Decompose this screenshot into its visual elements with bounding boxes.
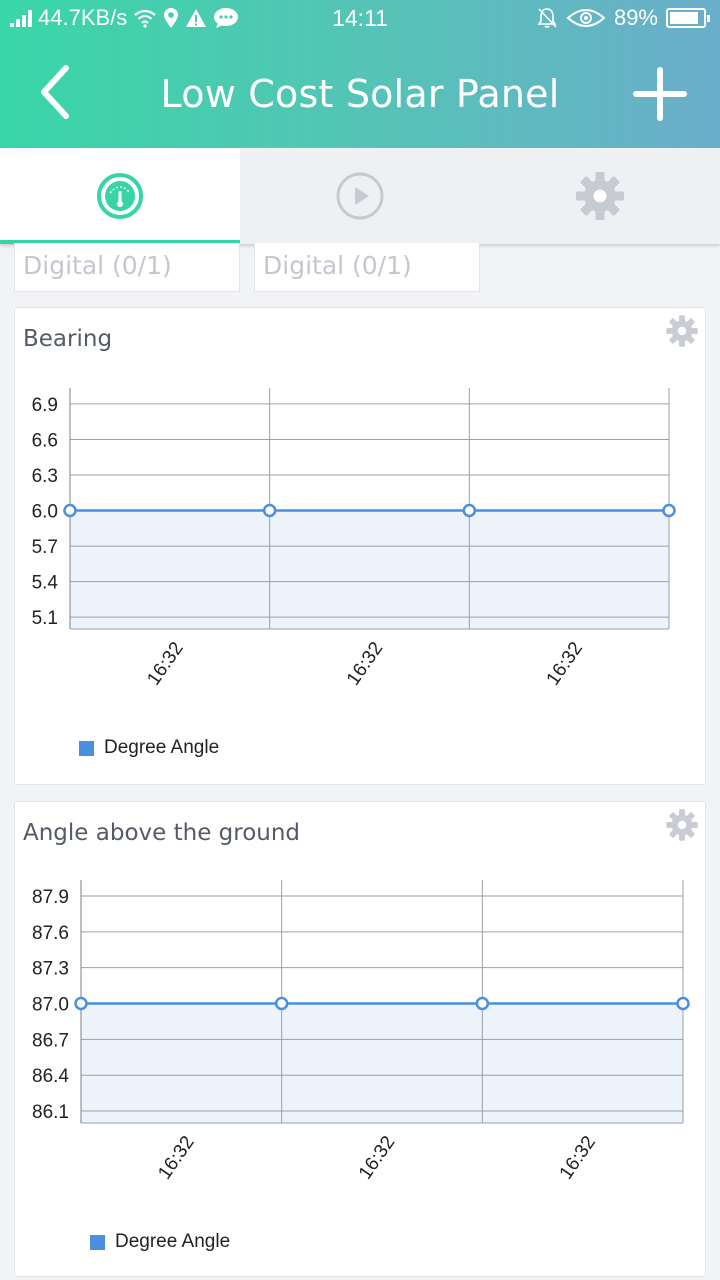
- status-bar: 44.7KB/s 14:11: [0, 0, 720, 36]
- eye-icon: [566, 9, 606, 27]
- card-title: Angle above the ground: [23, 820, 301, 846]
- location-icon: [164, 8, 179, 28]
- x-tick-label: 16:32: [343, 638, 387, 689]
- back-arrow-icon[interactable]: [26, 56, 86, 128]
- legend-swatch: [90, 1234, 105, 1250]
- legend-swatch: [79, 740, 94, 756]
- x-tick-label: 16:32: [556, 1132, 600, 1183]
- legend: Degree Angle: [79, 737, 219, 759]
- data-point[interactable]: [475, 996, 490, 1011]
- y-tick-label: 6.3: [32, 466, 58, 487]
- data-point[interactable]: [63, 503, 77, 518]
- legend-label: Degree Angle: [115, 1231, 231, 1252]
- app-bar: Low Cost Solar Panel: [0, 36, 720, 148]
- x-tick-label: 16:32: [143, 638, 187, 689]
- data-point[interactable]: [262, 503, 277, 518]
- gear-icon: [576, 172, 624, 220]
- network-speed: 44.7KB/s: [38, 5, 128, 30]
- cell-signal-icon: [10, 9, 32, 27]
- data-point[interactable]: [462, 503, 477, 518]
- header: 44.7KB/s 14:11: [0, 0, 720, 148]
- tab-settings[interactable]: [480, 148, 720, 244]
- page-title: Low Cost Solar Panel: [160, 72, 560, 116]
- y-tick-label: 87.9: [32, 887, 69, 908]
- y-tick-label: 86.7: [32, 1030, 69, 1051]
- y-tick-label: 5.4: [32, 573, 59, 594]
- play-icon: [336, 172, 384, 220]
- data-point[interactable]: [662, 503, 676, 518]
- tab-dashboard[interactable]: [0, 148, 240, 244]
- gear-icon[interactable]: [665, 314, 699, 348]
- legend-label: Degree Angle: [104, 737, 220, 758]
- wifi-icon: [134, 9, 156, 28]
- y-tick-label: 87.0: [32, 995, 69, 1016]
- series-area: [70, 510, 669, 629]
- y-tick-label: 5.7: [32, 537, 58, 558]
- bearing-chart: 6.9 6.6 6.3 6.0 5.7 5.4 5.1 16:32 16:32 16:32: [32, 388, 676, 689]
- gear-icon[interactable]: [665, 808, 699, 842]
- x-tick-label: 16:32: [543, 638, 587, 689]
- y-tick-label: 86.1: [32, 1102, 69, 1123]
- digital-field[interactable]: Digital (0/1): [254, 243, 480, 292]
- chart-card-bearing: Bearing 6.9 6.6 6.3 6.0 5.7 5.4 5.1 16:32 16:32 1…: [14, 307, 706, 785]
- battery-icon: [666, 8, 710, 28]
- tab-play[interactable]: [240, 148, 480, 244]
- digital-field[interactable]: Digital (0/1): [14, 243, 240, 292]
- active-tab-indicator: [0, 240, 240, 244]
- battery-percent: 89%: [613, 5, 658, 30]
- card-title: Bearing: [23, 326, 113, 352]
- warning-icon: [186, 9, 207, 27]
- gauge-icon: [97, 173, 143, 219]
- mute-bell-icon: [537, 8, 557, 28]
- y-tick-label: 86.4: [32, 1066, 69, 1087]
- y-tick-label: 6.6: [32, 430, 58, 451]
- message-icon: [214, 8, 239, 28]
- x-tick-label: 16:32: [355, 1132, 399, 1183]
- y-tick-label: 87.3: [32, 959, 69, 980]
- chart-card-angle: Angle above the ground 87.9 87.6 87.3 87.0 8…: [14, 801, 706, 1277]
- series-area: [81, 1003, 683, 1123]
- tab-bar: [0, 148, 720, 244]
- add-icon[interactable]: [624, 58, 696, 130]
- data-point[interactable]: [676, 996, 690, 1011]
- y-tick-label: 6.0: [32, 502, 58, 523]
- x-tick-label: 16:32: [154, 1132, 198, 1183]
- data-point[interactable]: [274, 996, 289, 1011]
- y-tick-label: 87.6: [32, 923, 69, 944]
- y-tick-label: 5.1: [32, 608, 58, 629]
- legend: Degree Angle: [90, 1231, 230, 1253]
- clock: 14:11: [332, 5, 388, 31]
- angle-chart: 87.9 87.6 87.3 87.0 86.7 86.4 86.1 16:32 16:32 16…: [32, 880, 690, 1183]
- y-tick-label: 6.9: [32, 395, 58, 416]
- data-point[interactable]: [74, 996, 88, 1011]
